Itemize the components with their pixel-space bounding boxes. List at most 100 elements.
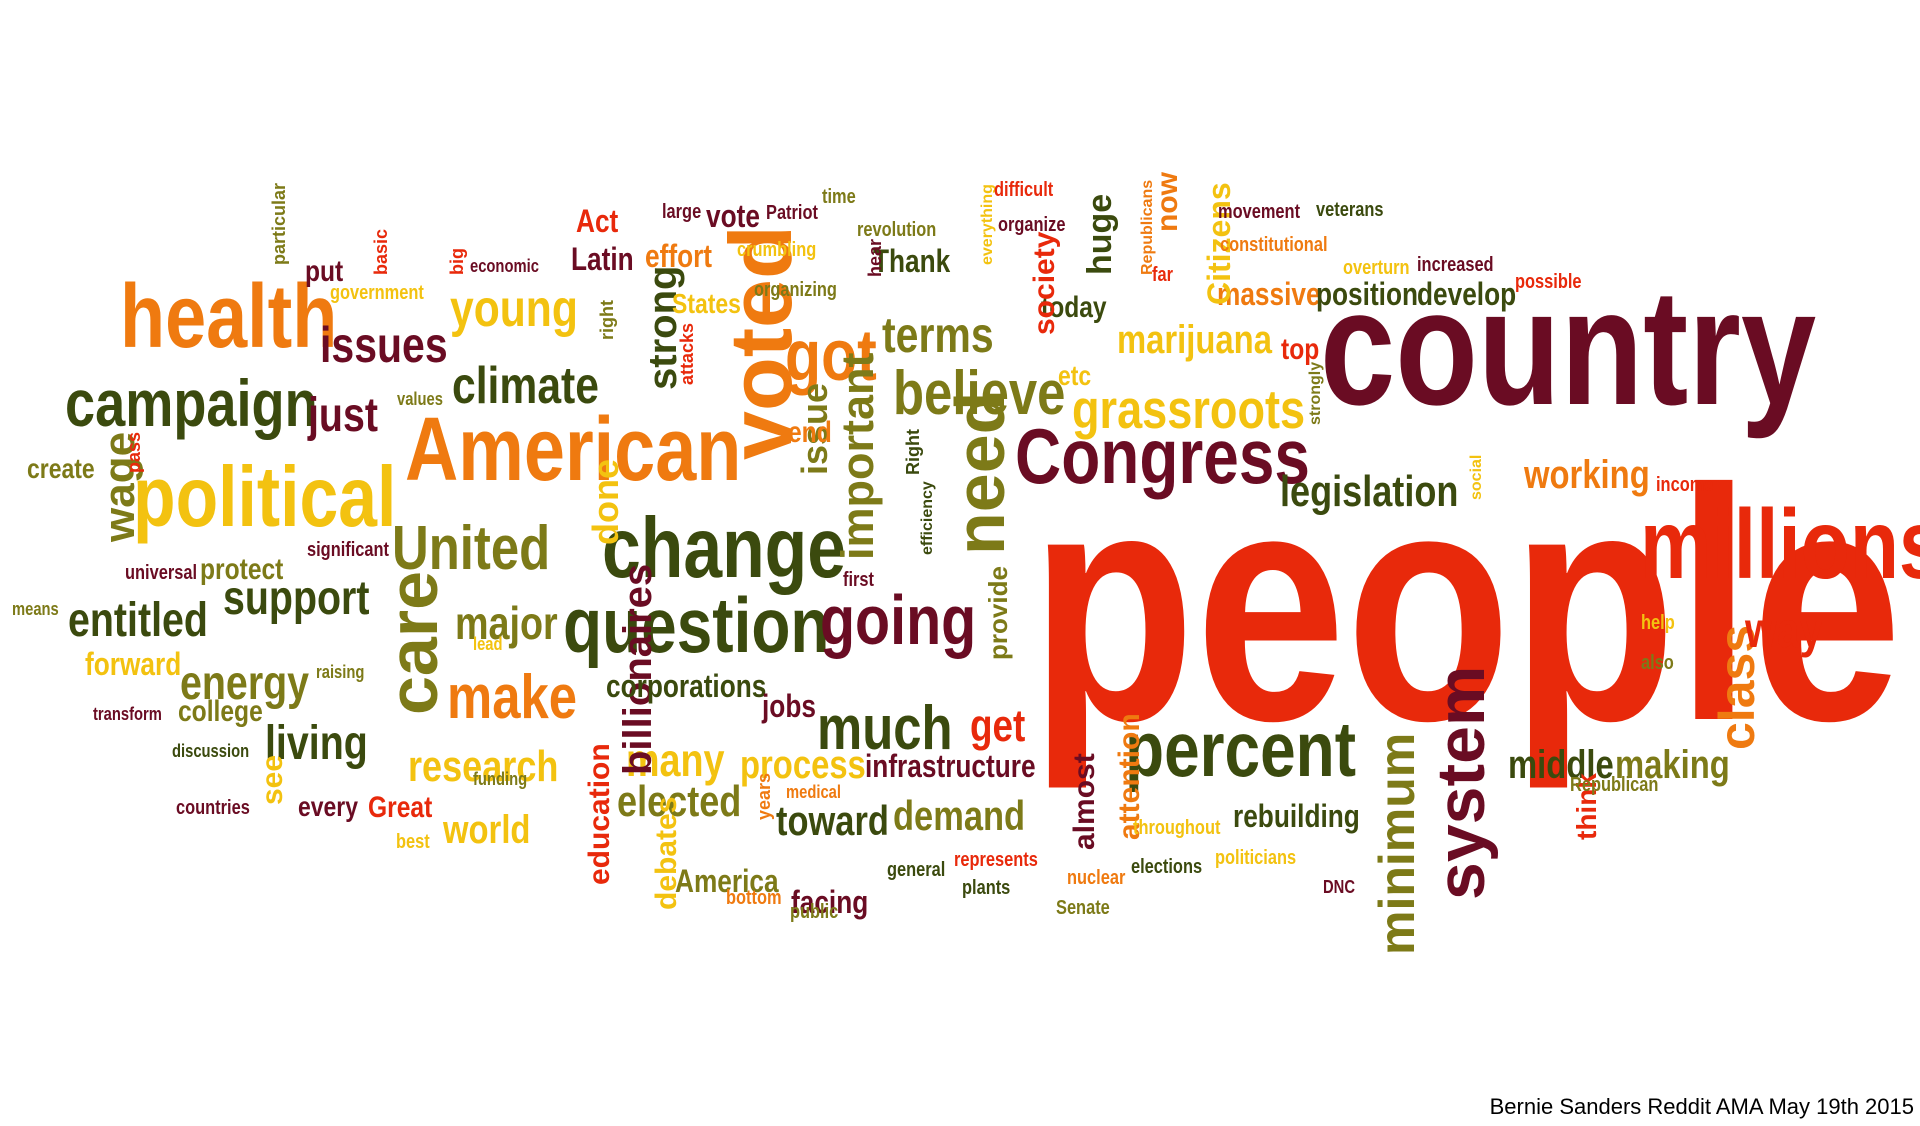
cloud-word-general: general — [887, 859, 946, 881]
cloud-word-political: political — [133, 450, 397, 545]
cloud-word-research: research — [408, 742, 559, 791]
cloud-word-patriot: Patriot — [766, 202, 818, 224]
cloud-word-large: large — [662, 201, 702, 223]
cloud-word-education: education — [583, 743, 616, 885]
cloud-word-revolution: revolution — [857, 219, 937, 241]
cloud-word-world: world — [443, 808, 531, 852]
cloud-word-much: much — [817, 694, 953, 763]
cloud-word-see: see — [256, 754, 289, 805]
cloud-word-almost: almost — [1068, 753, 1101, 850]
cloud-word-funding: funding — [473, 769, 528, 789]
cloud-word-republicans: Republicans — [1139, 179, 1156, 275]
cloud-word-nuclear: nuclear — [1067, 867, 1126, 889]
cloud-word-health: health — [120, 267, 338, 367]
cloud-word-middle: middle — [1508, 743, 1614, 787]
cloud-word-elections: elections — [1131, 856, 1203, 878]
cloud-word-end: end — [788, 416, 832, 449]
cloud-word-going: going — [820, 581, 977, 659]
cloud-word-first: first — [843, 569, 874, 591]
cloud-word-living: living — [265, 717, 368, 770]
cloud-word-just: just — [308, 389, 378, 442]
cloud-word-universal: universal — [125, 562, 198, 584]
cloud-word-income: income — [1656, 474, 1714, 496]
cloud-word-years: years — [754, 772, 774, 820]
cloud-word-social: social — [1468, 454, 1485, 500]
cloud-word-organize: organize — [998, 214, 1066, 236]
cloud-word-values: values — [397, 389, 443, 409]
cloud-word-people: people — [1030, 420, 1903, 789]
cloud-word-throughout: throughout — [1133, 817, 1221, 839]
cloud-word-elected: elected — [617, 777, 742, 826]
cloud-word-entitled: entitled — [68, 594, 208, 647]
cloud-word-increased: increased — [1417, 254, 1494, 276]
cloud-word-constitutional: constitutional — [1220, 234, 1328, 256]
cloud-word-demand: demand — [893, 792, 1026, 839]
cloud-word-way: way — [1745, 602, 1823, 658]
cloud-word-debates: debates — [650, 796, 683, 910]
cloud-word-rebuilding: rebuilding — [1233, 798, 1360, 834]
cloud-word-position: position — [1316, 276, 1419, 312]
cloud-word-right: right — [597, 300, 617, 340]
cloud-word-process: process — [740, 743, 866, 787]
cloud-word-many: many — [626, 734, 725, 786]
cloud-word-right: Right — [903, 429, 923, 475]
cloud-word-marijuana: marijuana — [1117, 318, 1272, 362]
cloud-word-act: Act — [576, 203, 619, 239]
cloud-word-significant: significant — [307, 539, 390, 561]
cloud-word-veterans: veterans — [1316, 199, 1384, 221]
cloud-word-countries: countries — [176, 797, 250, 819]
cloud-word-every: every — [298, 791, 359, 822]
cloud-word-also: also — [1641, 652, 1674, 674]
cloud-word-important: important — [832, 352, 883, 561]
cloud-word-hear: hear — [865, 238, 885, 277]
cloud-word-question: question — [563, 581, 830, 669]
cloud-word-raising: raising — [316, 662, 365, 682]
cloud-word-transform: transform — [93, 704, 162, 724]
cloud-word-jobs: jobs — [762, 688, 816, 724]
cloud-word-making: making — [1615, 743, 1730, 787]
cloud-word-bottom: bottom — [726, 887, 782, 909]
cloud-word-massive: massive — [1217, 276, 1321, 312]
cloud-word-forward: forward — [85, 646, 182, 682]
cloud-word-movement: movement — [1218, 201, 1301, 223]
cloud-word-support: support — [223, 572, 370, 625]
cloud-word-difficult: difficult — [994, 179, 1054, 201]
cloud-word-change: change — [602, 501, 847, 596]
cloud-word-put: put — [305, 255, 344, 288]
cloud-word-got: got — [785, 316, 877, 396]
cloud-word-far: far — [1152, 264, 1173, 286]
cloud-word-best: best — [396, 831, 430, 853]
cloud-word-great: Great — [368, 791, 433, 824]
cloud-word-make: make — [447, 663, 578, 732]
cloud-word-attacks: attacks — [677, 322, 697, 385]
cloud-word-top: top — [1281, 333, 1320, 366]
cloud-word-thank: Thank — [873, 243, 951, 279]
cloud-word-done: done — [585, 459, 626, 545]
cloud-word-energy: energy — [180, 657, 310, 710]
cloud-word-government: government — [330, 282, 424, 304]
cloud-word-overturn: overturn — [1343, 257, 1410, 279]
cloud-word-percent: percent — [1125, 705, 1357, 793]
cloud-word-issues: issues — [320, 317, 448, 373]
cloud-word-develop: develop — [1417, 276, 1517, 312]
cloud-word-care: care — [374, 570, 452, 715]
cloud-word-get: get — [970, 700, 1026, 751]
cloud-word-millions: millions — [1640, 489, 1920, 599]
cloud-word-american: American — [405, 400, 742, 500]
cloud-word-states: States — [672, 288, 741, 319]
cloud-word-crumbling: crumbling — [737, 239, 817, 261]
cloud-word-etc: etc — [1058, 360, 1092, 391]
cloud-word-time: time — [822, 186, 856, 208]
cloud-word-big: big — [447, 248, 467, 275]
cloud-word-america: America — [675, 863, 779, 899]
cloud-word-lead: lead — [473, 634, 503, 654]
cloud-word-campaign: campaign — [65, 366, 318, 440]
cloud-word-strongly: strongly — [1307, 361, 1324, 425]
cloud-word-represents: represents — [954, 849, 1038, 871]
caption: Bernie Sanders Reddit AMA May 19th 2015 — [1489, 1094, 1914, 1119]
cloud-word-plants: plants — [962, 877, 1011, 899]
cloud-word-pass: pass — [124, 431, 144, 473]
cloud-word-help: help — [1641, 612, 1675, 634]
cloud-word-terms: terms — [882, 307, 994, 363]
cloud-word-possible: possible — [1515, 271, 1582, 293]
